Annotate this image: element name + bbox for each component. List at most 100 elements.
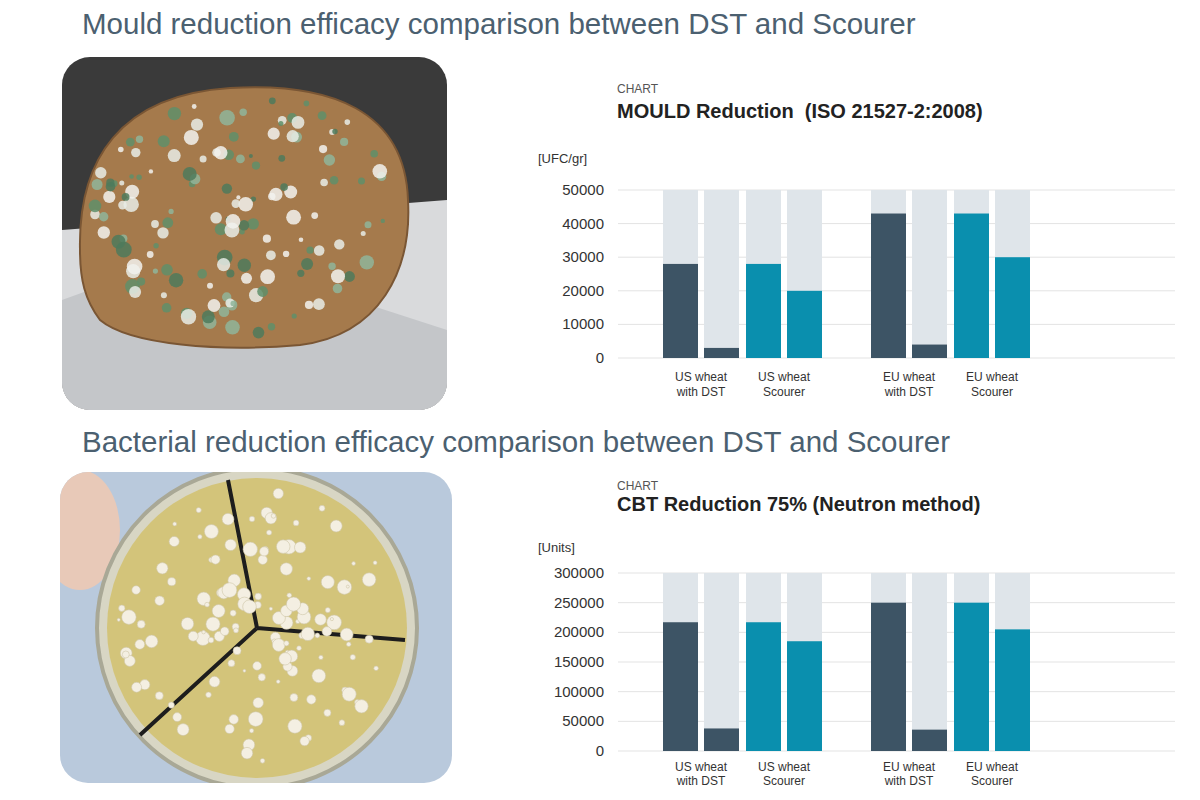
mould-spot — [229, 132, 239, 142]
x-tick-label: EU wheatScourer — [966, 370, 1019, 399]
y-axis-label: [UFC/gr] — [538, 151, 587, 166]
colony — [276, 540, 290, 554]
colony — [260, 547, 269, 556]
bar-track — [912, 190, 947, 358]
chart-title: CBT Reduction 75% (Neutron method) — [617, 493, 980, 515]
mould-spot — [266, 250, 276, 260]
bar — [787, 291, 822, 358]
colony — [196, 508, 201, 513]
mould-spot — [268, 323, 275, 330]
mould-spot — [280, 183, 288, 191]
colony — [168, 702, 174, 708]
x-tick-label-line: EU wheat — [966, 370, 1019, 384]
colony — [241, 747, 253, 759]
mould-spot — [208, 299, 221, 312]
mould-spot — [225, 320, 240, 335]
mould-spot — [361, 231, 366, 236]
mould-spot — [252, 162, 260, 170]
colony — [265, 513, 276, 524]
colony — [117, 618, 120, 621]
mould-spot — [158, 135, 170, 147]
colony — [365, 635, 373, 643]
mould-spot — [136, 175, 141, 180]
colony — [253, 662, 262, 671]
mould-spot — [219, 110, 235, 126]
mould-spot — [214, 146, 227, 159]
colony — [330, 520, 342, 532]
colony — [122, 651, 129, 658]
colony — [315, 633, 320, 638]
y-tick-label: 200000 — [554, 623, 604, 640]
agar — [107, 478, 407, 778]
colony — [346, 642, 351, 647]
mould-spot — [334, 239, 344, 249]
x-tick-label-line: US wheat — [675, 760, 728, 774]
bar-track — [746, 190, 781, 358]
colony — [271, 514, 276, 519]
mould-spot — [116, 242, 132, 258]
colony — [307, 577, 311, 581]
colony — [342, 687, 356, 701]
colony — [312, 669, 326, 683]
bar — [871, 603, 906, 751]
mould-spot — [191, 119, 203, 131]
mould-spot — [239, 220, 249, 230]
mould-spot — [217, 258, 230, 271]
mould-spot — [92, 179, 103, 190]
mould-spot — [162, 217, 173, 228]
x-tick-label-line: with DST — [884, 385, 934, 399]
colony — [137, 620, 145, 628]
mould-spot — [286, 210, 301, 225]
mould-spot — [248, 218, 259, 229]
colony — [350, 655, 355, 660]
x-tick-label-line: US wheat — [758, 760, 811, 774]
bar-track — [704, 190, 739, 358]
mould-spot — [333, 284, 343, 294]
mould-spot — [127, 259, 143, 275]
mould-spot — [340, 138, 348, 146]
colony — [337, 580, 352, 595]
bar-track — [995, 573, 1030, 751]
colony — [119, 605, 125, 611]
mould-spot — [292, 313, 297, 318]
mould-spot — [297, 270, 304, 277]
mould-spot — [161, 292, 167, 298]
bar — [995, 257, 1030, 358]
y-tick-label: 250000 — [554, 594, 604, 611]
mould-spot — [219, 307, 230, 318]
mould-spot — [305, 301, 313, 309]
mould-spot — [240, 109, 247, 116]
colony — [169, 536, 179, 546]
mould-spot — [238, 197, 253, 212]
colony — [319, 505, 325, 511]
mould-spot — [98, 226, 110, 238]
colony — [248, 712, 263, 727]
bar — [746, 264, 781, 358]
mould-spot — [253, 327, 265, 339]
colony — [188, 631, 198, 641]
x-tick-label: US wheatwith DST — [675, 370, 728, 399]
x-tick-label: EU wheatwith DST — [883, 370, 936, 399]
y-axis-label: [Units] — [538, 540, 575, 555]
colony — [173, 713, 182, 722]
mould-spot — [89, 200, 102, 213]
dish — [97, 472, 417, 783]
y-tick-label: 30000 — [562, 248, 604, 265]
colony — [230, 610, 236, 616]
mould-spot — [313, 298, 325, 310]
mould-spot — [319, 145, 327, 153]
colony — [222, 513, 234, 525]
mould-spot — [126, 138, 135, 147]
colony — [258, 674, 265, 681]
mould-spot — [122, 193, 130, 201]
mould-spot — [249, 154, 253, 158]
bars — [663, 190, 1030, 358]
x-tick-label-line: Scourer — [763, 385, 805, 399]
bar-track — [663, 190, 698, 358]
bar — [995, 629, 1030, 751]
bar — [663, 264, 698, 358]
mould-spot — [332, 129, 337, 134]
colony — [229, 715, 239, 725]
mould-spot — [161, 264, 173, 276]
y-tick-label: 10000 — [562, 315, 604, 332]
